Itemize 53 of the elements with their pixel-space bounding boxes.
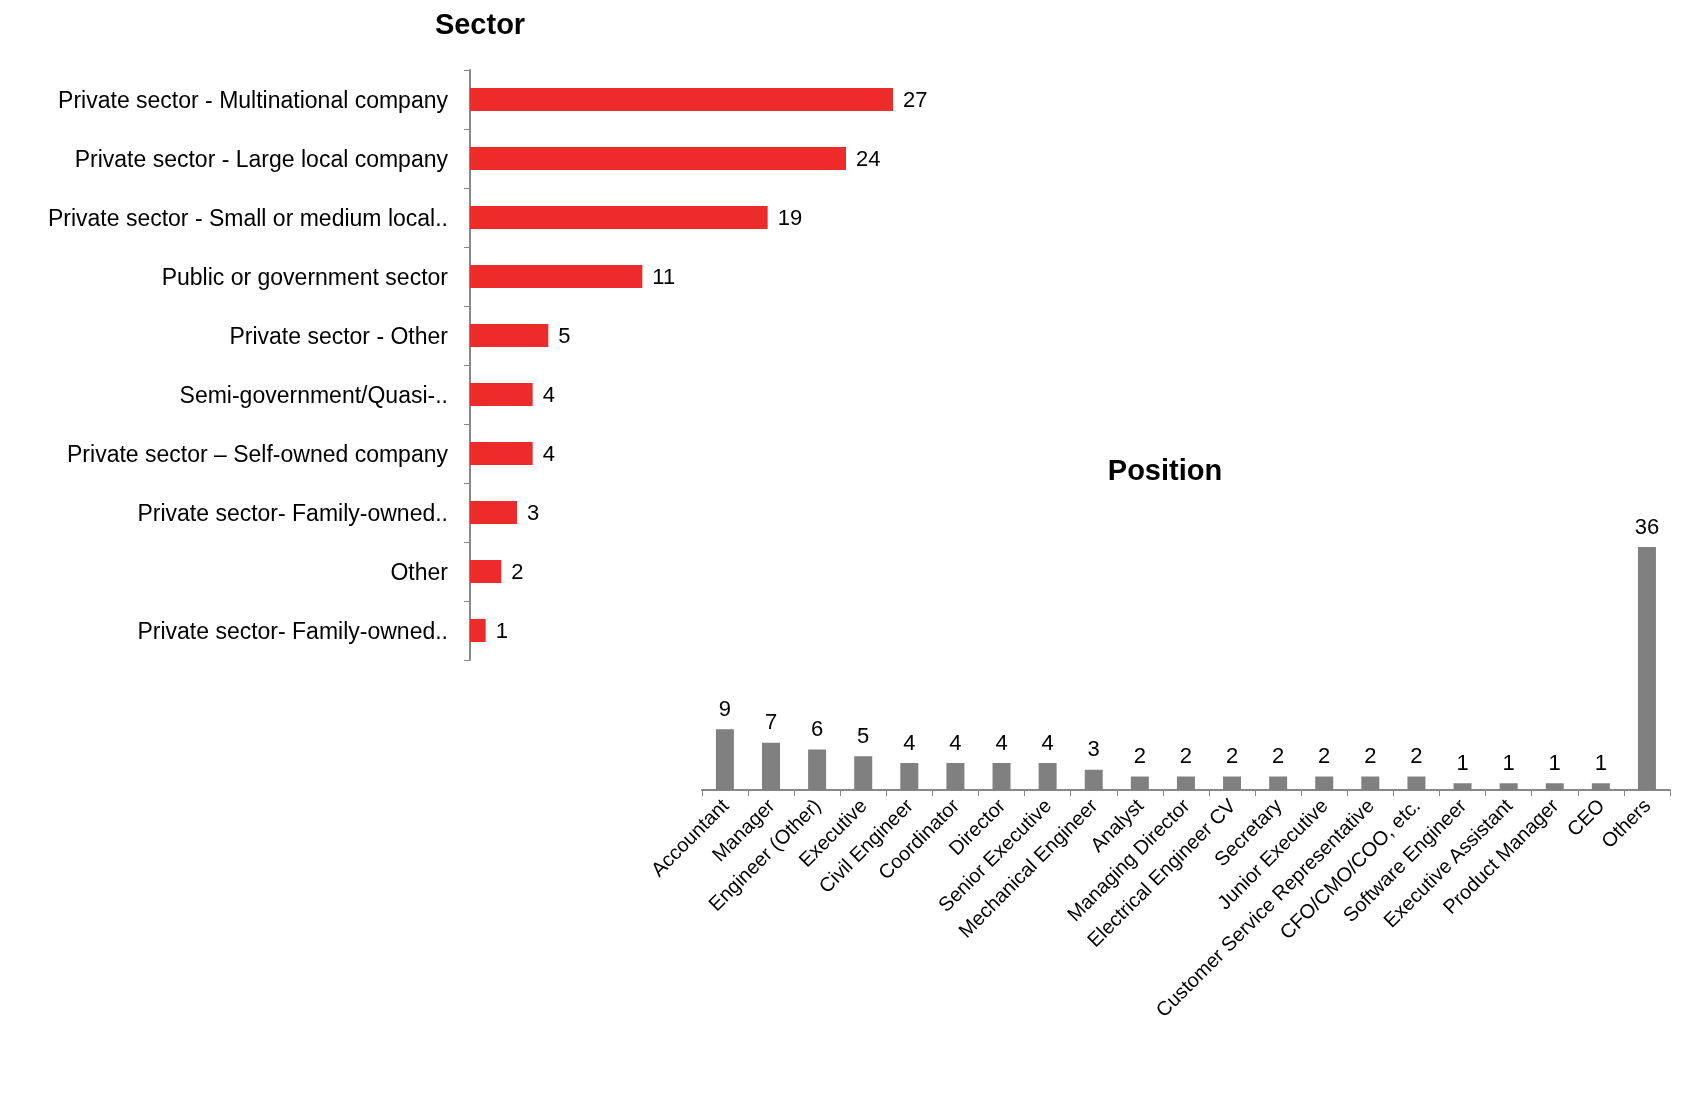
data-label: 2	[1364, 743, 1377, 768]
bar	[470, 324, 549, 347]
data-label: 4	[542, 382, 555, 407]
y-tick-label: Private sector - Large local company	[74, 145, 449, 172]
data-label: 1	[1548, 749, 1561, 775]
data-label: 2	[1272, 743, 1285, 768]
data-label: 2	[1318, 743, 1331, 768]
data-label: 1	[1456, 749, 1469, 775]
data-label: 2	[1133, 743, 1146, 768]
y-tick-label: Private sector - Other	[229, 322, 449, 349]
data-label: 19	[777, 205, 803, 230]
data-label: 6	[810, 716, 824, 741]
data-label: 5	[558, 323, 571, 348]
y-tick-label: Semi-government/Quasi-..	[179, 381, 448, 408]
data-label: 5	[857, 722, 870, 748]
bar	[470, 206, 768, 229]
data-label: 4	[903, 729, 916, 755]
data-label: 4	[995, 729, 1008, 755]
bar	[470, 88, 893, 111]
bar	[470, 147, 846, 170]
y-tick-label: Private sector – Self-owned company	[67, 440, 449, 467]
bar	[470, 383, 533, 406]
y-tick-label: Private sector - Multinational company	[58, 86, 449, 113]
data-label: 9	[718, 695, 732, 721]
data-label: 2	[1410, 743, 1423, 768]
data-label: 2	[511, 559, 524, 584]
data-label: 4	[949, 729, 962, 755]
data-label: 3	[1087, 736, 1100, 762]
bar	[470, 442, 533, 465]
data-label: 3	[527, 500, 540, 525]
data-label: 1	[495, 618, 508, 643]
data-label: 11	[652, 264, 676, 289]
data-label: 27	[903, 87, 928, 112]
data-label: 7	[764, 709, 778, 735]
data-label: 1	[1594, 749, 1607, 775]
y-tick-label: Public or government sector	[161, 263, 449, 290]
data-label: 4	[1041, 729, 1054, 755]
y-tick-label: Other	[390, 558, 449, 585]
bar	[470, 501, 517, 524]
data-label: 2	[1225, 743, 1239, 768]
data-label: 4	[542, 441, 555, 466]
data-label: 1	[1502, 749, 1515, 775]
data-label: 36	[1634, 513, 1660, 539]
data-label: 2	[1179, 743, 1193, 768]
data-label: 24	[856, 146, 881, 171]
bar	[470, 619, 486, 642]
chart-title: Sector	[434, 7, 526, 40]
y-tick-label: Private sector- Family-owned..	[137, 499, 448, 526]
bar	[470, 265, 643, 288]
bar	[470, 560, 502, 583]
chart-title: Position	[1107, 453, 1223, 486]
y-tick-label: Private sector - Small or medium local..	[47, 204, 448, 231]
y-tick-label: Private sector- Family-owned..	[137, 617, 448, 644]
